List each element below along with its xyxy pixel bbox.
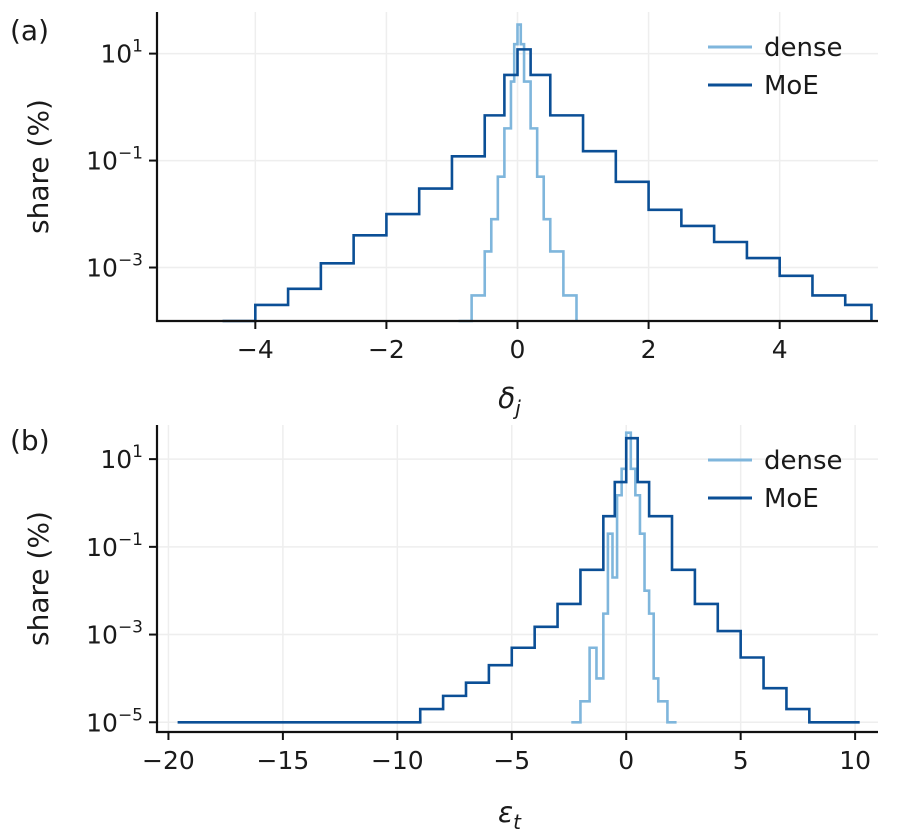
x-tick-label: −20 xyxy=(142,746,195,775)
legend: dense MoE xyxy=(708,446,843,514)
x-tick-label: 0 xyxy=(510,335,526,364)
legend-label-dense: dense xyxy=(764,33,843,63)
x-tick-label: −15 xyxy=(257,746,310,775)
x-axis-label-subscript: t xyxy=(513,810,522,834)
y-tick-label-exponent: −3 xyxy=(118,251,143,271)
x-axis-label-subscript: j xyxy=(512,396,521,420)
series-line-dense xyxy=(458,23,578,323)
x-tick-label: −10 xyxy=(371,746,424,775)
y-axis-label: share (%) xyxy=(22,99,55,234)
y-tick-label-base: 10 xyxy=(100,445,132,474)
x-axis-label-symbol: ε xyxy=(498,796,513,829)
y-tick-label: 101 xyxy=(100,442,143,474)
y-tick-label-base: 10 xyxy=(100,40,132,69)
x-tick-label: −5 xyxy=(493,746,530,775)
y-tick-label: 10−3 xyxy=(86,251,143,283)
y-tick-label: 10−1 xyxy=(86,530,143,562)
series-group xyxy=(222,23,873,323)
y-tick-label: 10−1 xyxy=(86,144,143,176)
y-tick-label-exponent: 1 xyxy=(132,442,143,462)
series-line-moe xyxy=(177,436,860,724)
y-tick-label: 10−5 xyxy=(86,705,143,737)
y-tick-label: 10−3 xyxy=(86,618,143,650)
axes-spines xyxy=(155,425,878,734)
x-tick-label: 10 xyxy=(839,746,871,775)
x-axis-label: δj xyxy=(498,382,521,420)
y-tick-label: 101 xyxy=(100,37,143,69)
y-tick-label-base: 10 xyxy=(86,254,118,283)
y-tick-label-exponent: 1 xyxy=(132,37,143,57)
x-tick-label: 5 xyxy=(733,746,749,775)
series-line-moe xyxy=(222,48,873,323)
y-tick-label-base: 10 xyxy=(86,708,118,737)
legend-label-moe: MoE xyxy=(764,71,819,101)
y-tick-label-exponent: −5 xyxy=(118,705,143,725)
y-tick-label-base: 10 xyxy=(86,533,118,562)
legend-label-dense: dense xyxy=(764,446,843,476)
legend-label-moe: MoE xyxy=(764,484,819,514)
x-tick-label: 4 xyxy=(772,335,788,364)
panel-label: (a) xyxy=(10,14,49,47)
series-group xyxy=(177,431,860,724)
legend: dense MoE xyxy=(708,33,843,101)
y-axis-label: share (%) xyxy=(22,511,55,646)
x-axis-label: εt xyxy=(498,796,522,834)
y-tick-label-base: 10 xyxy=(86,621,118,650)
y-tick-label-exponent: −3 xyxy=(118,618,143,638)
x-axis-label-symbol: δ xyxy=(498,382,515,415)
y-tick-label-exponent: −1 xyxy=(118,530,143,550)
x-tick-label: −2 xyxy=(368,335,405,364)
series-line-dense xyxy=(571,431,677,724)
y-tick-label-exponent: −1 xyxy=(118,144,143,164)
panel-label: (b) xyxy=(10,424,50,457)
y-tick-label-base: 10 xyxy=(86,147,118,176)
x-tick-label: −4 xyxy=(237,335,274,364)
axes-spines xyxy=(155,12,878,323)
x-tick-label: 2 xyxy=(641,335,657,364)
x-tick-label: 0 xyxy=(618,746,634,775)
